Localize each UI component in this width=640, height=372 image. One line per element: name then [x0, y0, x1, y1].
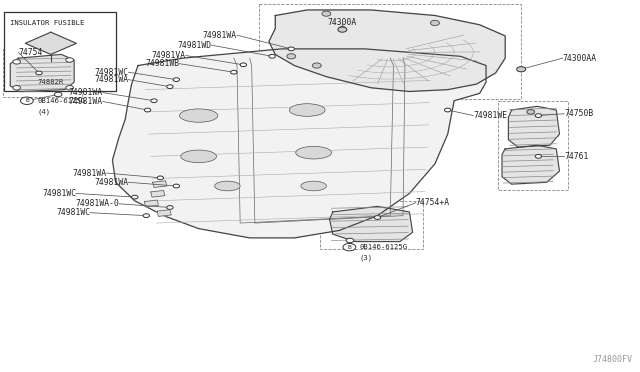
- Circle shape: [287, 54, 296, 59]
- Text: (3): (3): [360, 254, 372, 261]
- Circle shape: [167, 85, 173, 89]
- Polygon shape: [502, 145, 559, 184]
- Polygon shape: [269, 10, 505, 92]
- Circle shape: [157, 176, 164, 180]
- Text: 74754+A: 74754+A: [416, 198, 450, 207]
- Text: 74981WA: 74981WA: [72, 169, 106, 177]
- Bar: [4, 12, 116, 92]
- Circle shape: [535, 154, 541, 158]
- Polygon shape: [26, 32, 76, 54]
- Ellipse shape: [180, 150, 216, 163]
- Circle shape: [143, 214, 150, 218]
- Text: 74981WA-0: 74981WA-0: [75, 199, 119, 208]
- Circle shape: [66, 86, 74, 90]
- Circle shape: [13, 60, 20, 64]
- Circle shape: [445, 108, 451, 112]
- Text: 74981WE: 74981WE: [473, 111, 508, 120]
- Text: 74882R: 74882R: [38, 79, 64, 85]
- Circle shape: [230, 70, 237, 74]
- Text: INSULATOR FUSIBLE: INSULATOR FUSIBLE: [10, 20, 84, 26]
- Bar: [497, 101, 568, 190]
- Text: 74981WA: 74981WA: [94, 178, 129, 187]
- Circle shape: [54, 92, 62, 97]
- Circle shape: [431, 20, 440, 26]
- Polygon shape: [10, 54, 74, 92]
- Circle shape: [13, 86, 20, 90]
- Text: 74981WA: 74981WA: [94, 75, 129, 84]
- Text: 74750B: 74750B: [564, 109, 593, 118]
- Circle shape: [240, 63, 246, 67]
- Circle shape: [322, 11, 331, 16]
- Ellipse shape: [179, 109, 218, 122]
- Circle shape: [173, 78, 179, 81]
- Circle shape: [339, 27, 346, 31]
- Circle shape: [36, 71, 42, 75]
- Circle shape: [338, 27, 347, 32]
- Circle shape: [518, 67, 524, 71]
- Circle shape: [66, 58, 74, 62]
- Circle shape: [312, 63, 321, 68]
- Circle shape: [374, 216, 381, 219]
- Circle shape: [20, 97, 33, 105]
- Text: 74981WA: 74981WA: [68, 88, 103, 97]
- Circle shape: [535, 114, 541, 118]
- Text: B: B: [25, 98, 29, 103]
- Circle shape: [269, 54, 275, 58]
- Polygon shape: [151, 190, 165, 197]
- Circle shape: [145, 108, 151, 112]
- Text: 74754: 74754: [19, 48, 43, 57]
- Polygon shape: [508, 106, 559, 147]
- Bar: [320, 201, 424, 249]
- Text: 74300A: 74300A: [328, 19, 357, 28]
- Polygon shape: [145, 200, 159, 207]
- Text: J74800FV: J74800FV: [593, 355, 633, 364]
- Ellipse shape: [296, 146, 332, 159]
- Circle shape: [346, 238, 354, 243]
- Text: (4): (4): [37, 108, 50, 115]
- Text: 74981WD: 74981WD: [177, 41, 211, 50]
- Ellipse shape: [289, 104, 325, 116]
- Text: 74981WB: 74981WB: [145, 59, 179, 68]
- Circle shape: [516, 67, 525, 72]
- Text: 74761: 74761: [564, 152, 588, 161]
- Circle shape: [132, 195, 138, 199]
- Circle shape: [167, 206, 173, 209]
- Text: 74300AA: 74300AA: [563, 54, 596, 62]
- Bar: [3, 49, 83, 97]
- Circle shape: [527, 110, 534, 114]
- Text: 0B146-6125G: 0B146-6125G: [360, 244, 408, 250]
- Polygon shape: [330, 206, 413, 241]
- Circle shape: [151, 99, 157, 103]
- Text: 74981WC: 74981WC: [42, 189, 76, 198]
- Circle shape: [288, 47, 294, 51]
- Text: 0B146-6125G: 0B146-6125G: [37, 98, 85, 104]
- Circle shape: [343, 243, 356, 251]
- Circle shape: [173, 184, 179, 188]
- Text: 74981WA: 74981WA: [203, 31, 237, 40]
- Polygon shape: [157, 210, 172, 217]
- Bar: [259, 4, 521, 99]
- Text: 74981VA: 74981VA: [152, 51, 186, 60]
- Text: B: B: [348, 245, 351, 250]
- Text: 74981WC: 74981WC: [94, 68, 129, 77]
- Text: 74981WA: 74981WA: [68, 97, 103, 106]
- Polygon shape: [113, 49, 486, 238]
- Polygon shape: [153, 181, 167, 187]
- Ellipse shape: [214, 181, 240, 191]
- Ellipse shape: [301, 181, 326, 191]
- Text: 74981WC: 74981WC: [56, 208, 90, 217]
